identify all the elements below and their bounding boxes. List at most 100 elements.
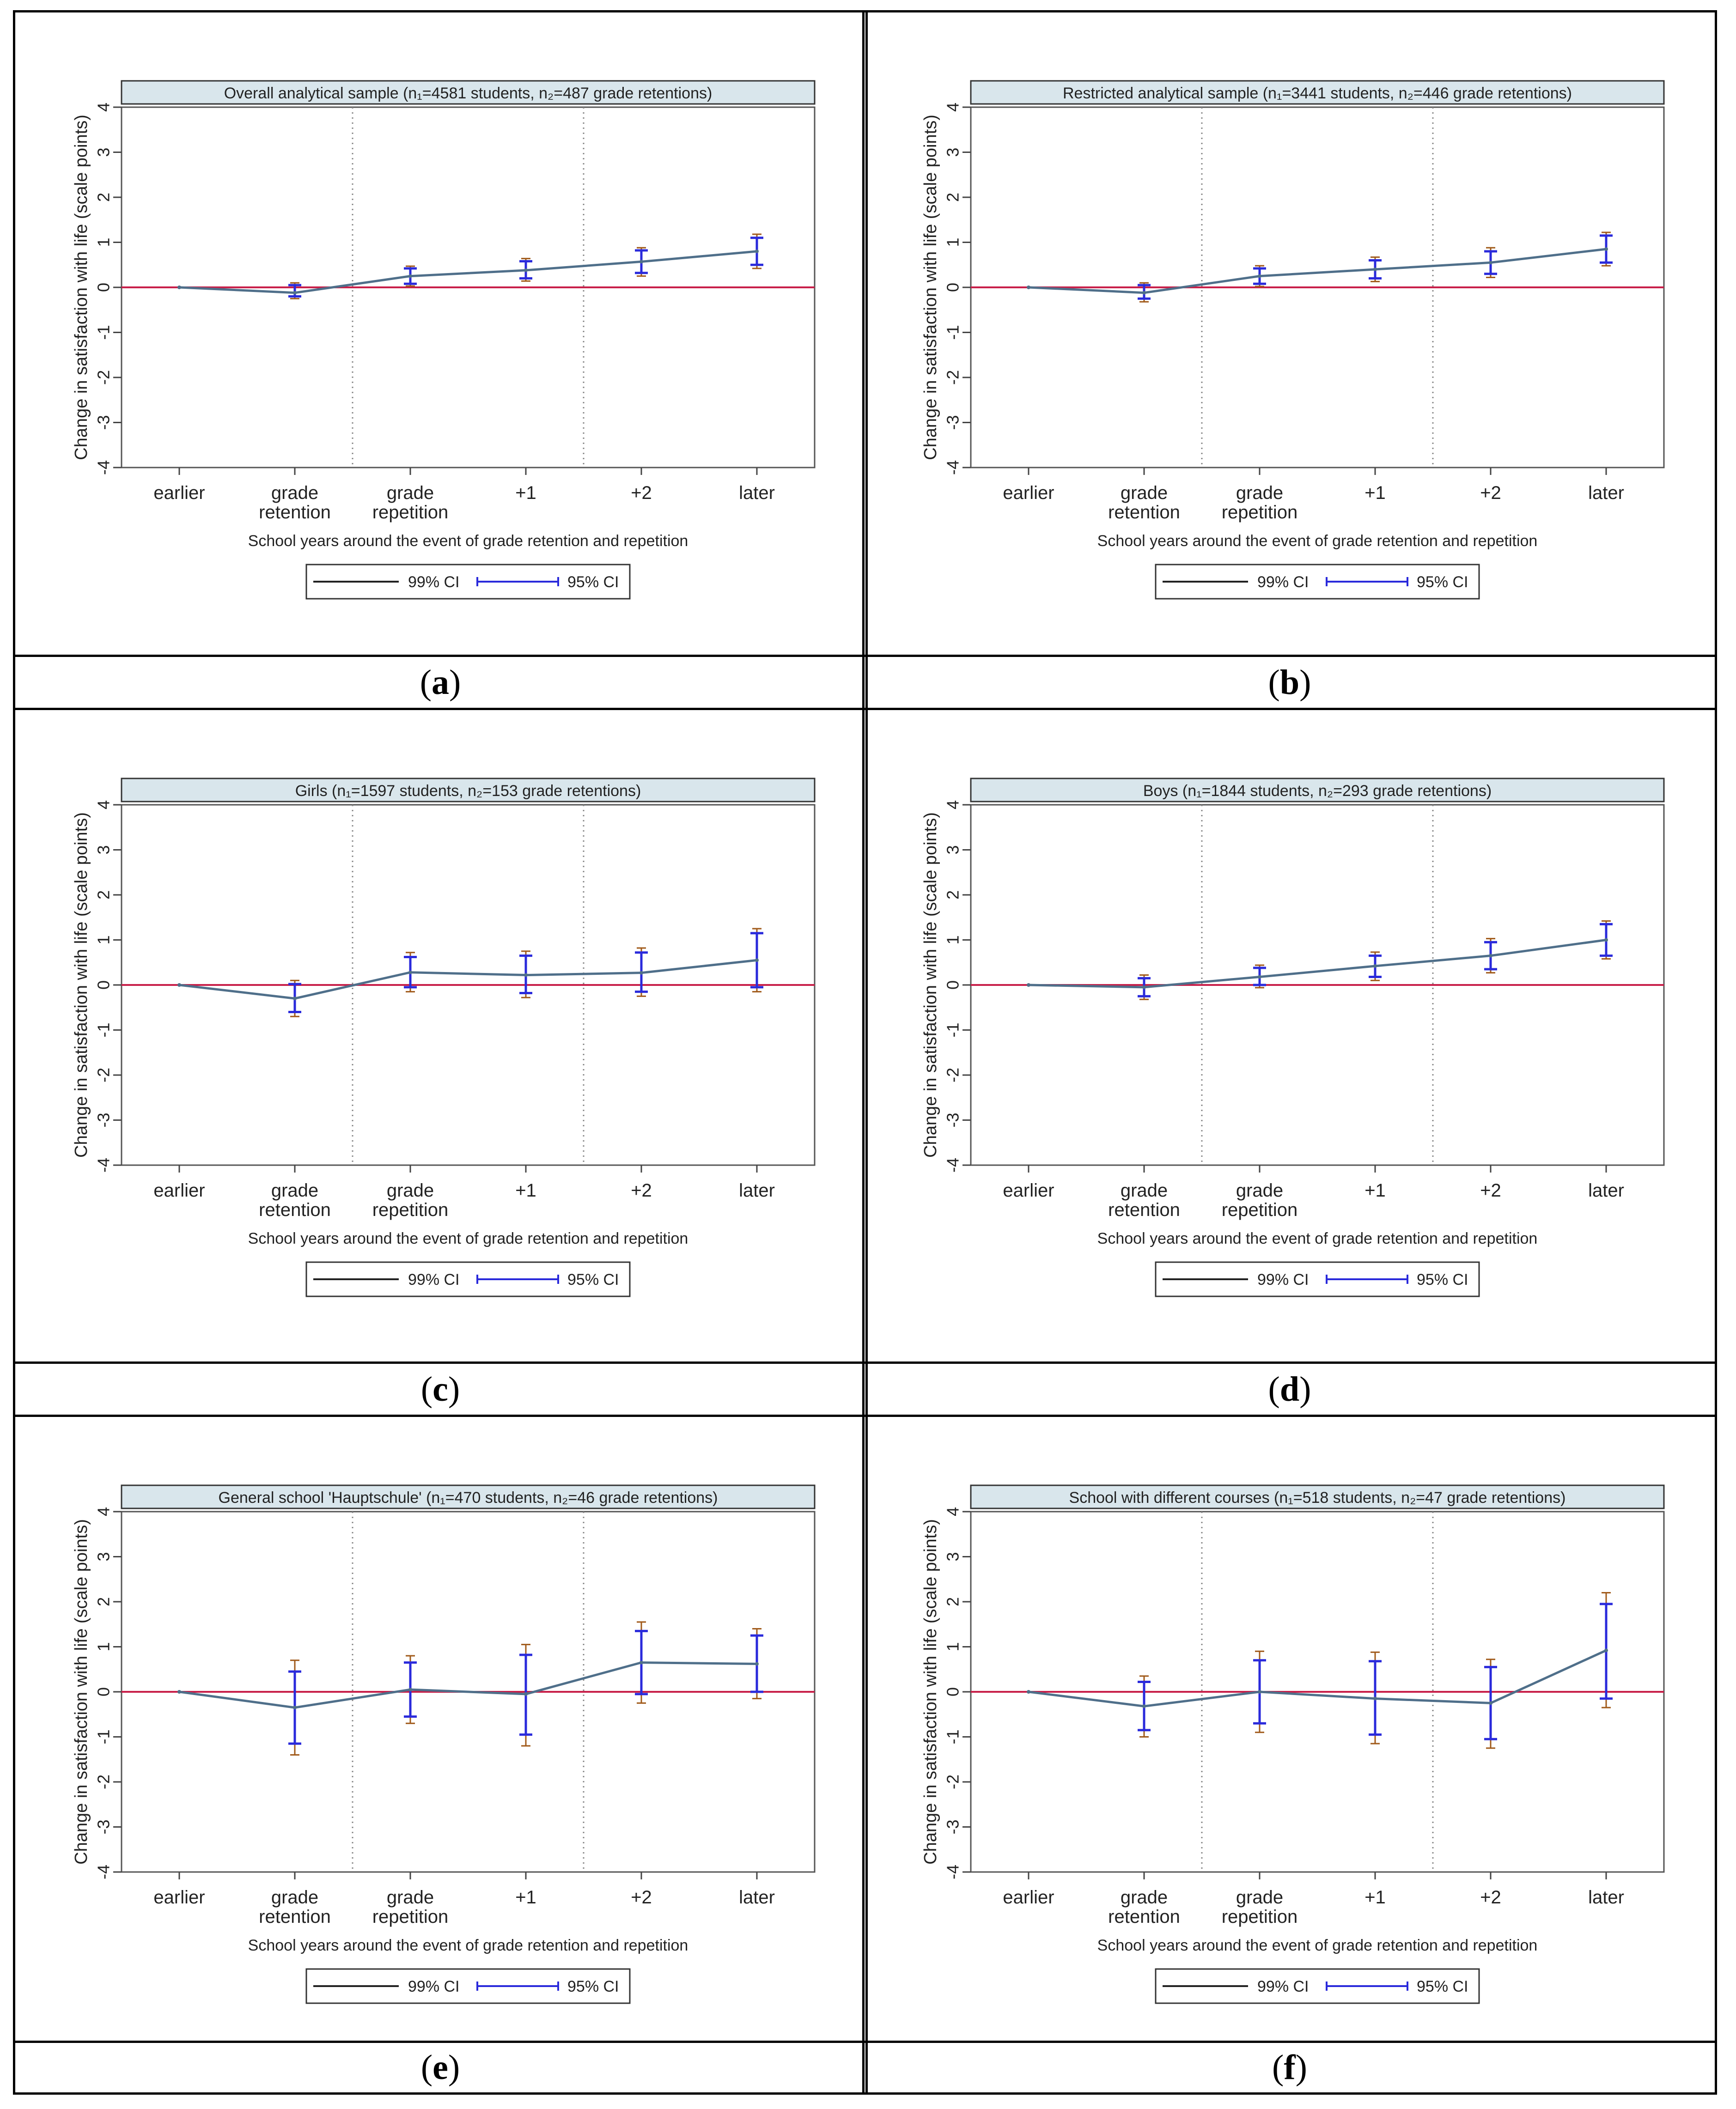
x-tick-label: grade retention: [1108, 483, 1180, 523]
estimate-point: [177, 1690, 181, 1694]
y-axis-title: Change in satisfaction with life (scale …: [921, 115, 940, 460]
legend-label-ci99: 99% CI: [408, 573, 460, 591]
estimate-point: [755, 249, 759, 253]
x-tick-label: +1: [515, 1887, 536, 1908]
y-tick-label: -3: [944, 1819, 962, 1834]
estimate-point: [1489, 1701, 1492, 1705]
y-tick-label: -4: [94, 1158, 113, 1173]
estimate-point: [1142, 1704, 1146, 1708]
estimate-point: [524, 1692, 528, 1696]
estimate-point: [640, 971, 643, 975]
x-tick-label: later: [1588, 1180, 1624, 1201]
panel-title: Overall analytical sample (n₁=4581 stude…: [224, 85, 713, 102]
x-tick-label: grade repetition: [1222, 1180, 1298, 1220]
estimate-point: [1027, 286, 1030, 289]
x-tick-label: +2: [1480, 1887, 1501, 1908]
panel-a-label: (a): [13, 655, 868, 710]
panel-letter: f: [1284, 2048, 1296, 2087]
estimate-point: [408, 1688, 412, 1692]
legend-label-ci95: 95% CI: [567, 1978, 619, 1995]
y-axis-title: Change in satisfaction with life (scale …: [72, 812, 91, 1158]
y-axis-title: Change in satisfaction with life (scale …: [72, 1519, 91, 1865]
y-tick-label: 2: [94, 1597, 113, 1606]
chart-d: Boys (n₁=1844 students, n₂=293 grade ret…: [921, 778, 1665, 1297]
x-tick-label: grade retention: [259, 1887, 331, 1927]
x-tick-label: earlier: [153, 1180, 205, 1201]
estimate-point: [755, 1662, 759, 1666]
y-tick-label: -3: [94, 415, 113, 430]
estimate-point: [524, 268, 528, 272]
y-tick-label: 2: [94, 193, 113, 202]
y-axis-title: Change in satisfaction with life (scale …: [921, 812, 940, 1158]
panel-e-chart-cell: General school 'Hauptschule' (n₁=470 stu…: [13, 1415, 868, 2043]
estimate-point: [1027, 1690, 1030, 1694]
y-tick-label: 0: [94, 980, 113, 990]
y-tick-label: 2: [944, 193, 962, 202]
y-tick-label: 0: [94, 1687, 113, 1696]
estimate-point: [1489, 261, 1492, 265]
y-tick-label: -2: [94, 1068, 113, 1082]
estimate-line: [1028, 1649, 1607, 1708]
x-tick-label: +2: [1480, 1180, 1501, 1201]
y-tick-label: -4: [94, 460, 113, 475]
y-tick-label: -1: [944, 1729, 962, 1744]
y-tick-label: 1: [94, 935, 113, 944]
x-tick-label: later: [1588, 1887, 1624, 1908]
y-tick-label: -3: [94, 1112, 113, 1127]
panel-d-chart-cell: Boys (n₁=1844 students, n₂=293 grade ret…: [862, 708, 1717, 1364]
y-tick-label: 3: [944, 845, 962, 854]
panel-d-label: (d): [862, 1361, 1717, 1417]
y-tick-label: -4: [94, 1865, 113, 1879]
x-tick-label: grade retention: [259, 1180, 331, 1220]
y-tick-label: 4: [94, 103, 113, 112]
panel-f-label: (f): [862, 2041, 1717, 2095]
panel-e-label: (e): [13, 2041, 868, 2095]
y-tick-label: 4: [94, 1507, 113, 1516]
y-tick-label: -1: [94, 325, 113, 340]
y-tick-label: 3: [94, 845, 113, 854]
estimate-point: [1258, 1690, 1261, 1694]
panel-letter: b: [1279, 662, 1300, 702]
estimate-point: [1489, 954, 1492, 958]
x-tick-label: later: [739, 1887, 775, 1908]
x-tick-label: later: [739, 1180, 775, 1201]
estimate-point: [1142, 291, 1146, 295]
x-tick-label: +1: [1364, 1887, 1386, 1908]
y-tick-label: -3: [94, 1819, 113, 1834]
panel-title-bar: [121, 1484, 816, 1509]
y-tick-label: 3: [944, 147, 962, 157]
x-tick-label: +1: [1364, 483, 1386, 503]
y-tick-label: 0: [944, 283, 962, 292]
x-tick-label: grade retention: [1108, 1180, 1180, 1220]
estimate-point: [293, 997, 297, 1001]
estimate-point: [1027, 983, 1030, 987]
y-tick-label: -4: [944, 460, 962, 475]
legend-label-ci95: 95% CI: [1417, 1978, 1468, 1995]
legend-label-ci95: 95% CI: [567, 573, 619, 591]
y-tick-label: -3: [944, 1112, 962, 1127]
estimate-point: [1142, 985, 1146, 989]
legend-label-ci99: 99% CI: [408, 1271, 460, 1288]
panel-a-chart-cell: Overall analytical sample (n₁=4581 stude…: [13, 10, 868, 657]
y-tick-label: -1: [94, 1022, 113, 1037]
y-tick-label: -1: [94, 1729, 113, 1744]
estimate-point: [1258, 975, 1261, 979]
estimate-point: [524, 973, 528, 977]
estimate-point: [1604, 938, 1608, 942]
y-tick-label: 3: [94, 1552, 113, 1561]
estimate-point: [177, 983, 181, 987]
panel-title-bar: [121, 80, 816, 105]
panel-title: Girls (n₁=1597 students, n₂=153 grade re…: [295, 782, 641, 800]
figure-grid: Overall analytical sample (n₁=4581 stude…: [13, 10, 1717, 2095]
x-tick-label: grade retention: [259, 483, 331, 523]
y-tick-label: 1: [94, 1642, 113, 1651]
x-tick-label: grade repetition: [1222, 483, 1298, 523]
legend-label-ci99: 99% CI: [408, 1978, 460, 1995]
x-tick-label: grade repetition: [372, 1180, 449, 1220]
x-axis-title: School years around the event of grade r…: [1097, 532, 1538, 550]
y-tick-label: -3: [944, 415, 962, 430]
estimate-line: [179, 250, 757, 294]
legend-label-ci99: 99% CI: [1257, 1271, 1309, 1288]
x-tick-label: earlier: [153, 1887, 205, 1908]
y-tick-label: 4: [944, 1507, 962, 1516]
